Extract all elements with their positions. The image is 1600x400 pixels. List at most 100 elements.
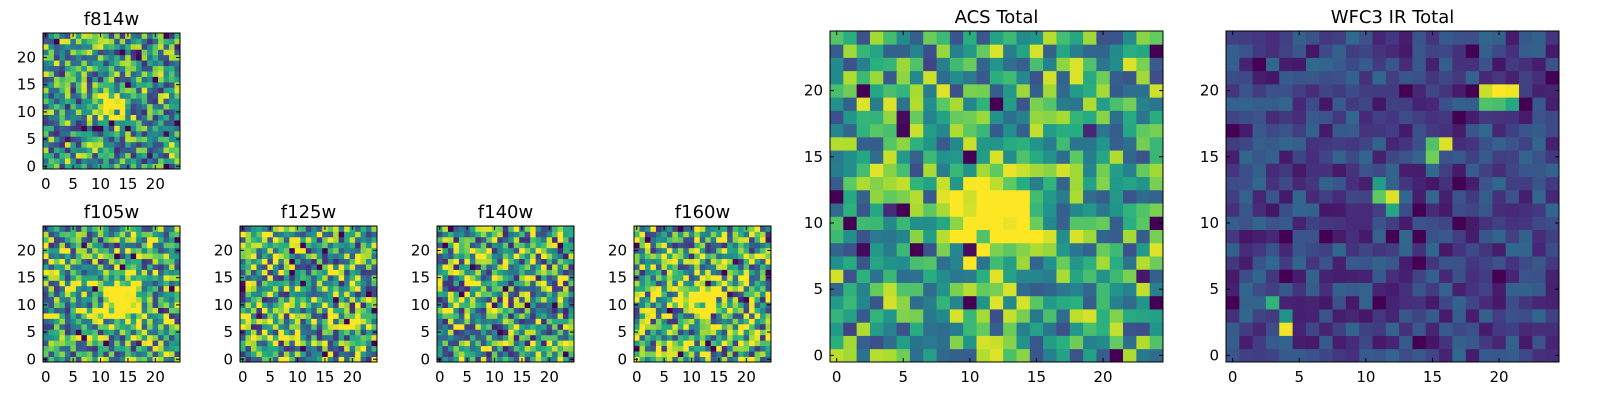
heatmap-cell [114,98,121,105]
heatmap-cell [1292,57,1307,72]
heatmap-cell [546,264,553,270]
heatmap-cell [552,323,558,330]
heatmap-cell [458,318,465,325]
heatmap-cell [1016,229,1031,244]
heatmap-cell [1279,242,1293,257]
heatmap-cell [261,351,268,357]
heatmap-cell [1519,44,1533,58]
heatmap-cell [371,258,378,265]
heatmap-cell [366,329,372,336]
heatmap-cell [475,356,482,363]
heatmap-cell [125,43,132,50]
heatmap-cell [108,291,115,298]
heatmap-cell [1519,97,1533,111]
heatmap-cell [59,158,66,164]
heatmap-cell [519,280,526,287]
heatmap-cell [749,351,755,357]
heatmap-cell [699,356,706,363]
heatmap-cell [856,348,871,363]
heatmap-cell [923,136,937,151]
heatmap-cell [683,313,690,319]
y-tick-label: 0 [813,346,823,364]
heatmap-cell [300,291,307,298]
heatmap-cell [1439,70,1453,85]
heatmap-cell [458,313,465,319]
heatmap-cell [710,231,717,238]
heatmap-cell [70,334,77,341]
heatmap-cell [1292,242,1307,257]
heatmap-cell [491,334,498,341]
heatmap-cell [114,114,121,121]
heatmap-cell [694,313,701,319]
heatmap-cell [1505,70,1520,85]
heatmap-cell [699,285,706,292]
heatmap-cell [749,323,755,330]
heatmap-cell [158,71,164,77]
heatmap-cell [158,76,164,83]
heatmap-cell [491,253,498,260]
heatmap-cell [59,109,66,115]
heatmap-cell [240,269,246,276]
heatmap-cell [53,38,60,45]
heatmap-cell [1239,216,1254,230]
heatmap-cell [360,226,367,232]
heatmap-cell [48,136,55,143]
heatmap-cell [1265,31,1280,45]
heatmap-cell [294,302,301,308]
heatmap-cell [749,296,755,303]
heatmap-cell [502,323,509,330]
heatmap-cell [283,307,290,314]
heatmap-cell [896,163,911,178]
heatmap-cell [738,274,744,281]
heatmap-cell [480,274,487,281]
heatmap-cell [1452,229,1467,244]
heatmap-cell [1399,176,1413,191]
heatmap-cell [108,236,115,243]
heatmap-cell [311,285,318,292]
heatmap-cell [497,351,504,357]
heatmap-cell [316,247,323,254]
heatmap-cell [519,329,526,336]
heatmap-cell [119,313,126,319]
heatmap-cell [1545,136,1560,151]
heatmap-cell [749,264,755,270]
heatmap-cell [552,291,558,298]
heatmap-cell [1425,335,1440,350]
heatmap-cell [130,125,137,132]
heatmap-cell [699,264,706,270]
heatmap-cell [541,318,547,325]
heatmap-cell [245,236,252,243]
heatmap-cell [147,130,153,137]
heatmap-cell [634,340,640,347]
heatmap-cell [721,264,728,270]
heatmap-cell [316,269,323,276]
heatmap-cell [754,302,761,308]
heatmap-cell [48,323,55,330]
heatmap-cell [1385,229,1400,244]
heatmap-cell [486,329,493,336]
heatmap-cell [272,302,279,308]
heatmap-cell [1096,83,1111,98]
heatmap-cell [114,87,121,94]
heatmap-cell [1545,256,1560,270]
heatmap-cell [644,231,651,238]
heatmap-cell [1425,110,1440,125]
heatmap-cell [169,351,175,357]
heatmap-cell [1226,216,1240,230]
heatmap-cell [278,274,285,281]
heatmap-cell [738,226,744,232]
heatmap-cell [475,291,482,298]
heatmap-cell [464,291,471,298]
heatmap-cell [989,110,1004,125]
heatmap-cell [1545,57,1560,72]
heatmap-cell [909,150,924,164]
heatmap-cell [53,130,60,137]
heatmap-cell [92,33,99,39]
heatmap-cell [936,256,951,270]
heatmap-cell [322,280,329,287]
heatmap-cell [272,236,279,243]
heatmap-cell [338,351,345,357]
heatmap-cell [64,242,71,249]
heatmap-cell [710,242,717,249]
heatmap-cell [568,313,575,319]
